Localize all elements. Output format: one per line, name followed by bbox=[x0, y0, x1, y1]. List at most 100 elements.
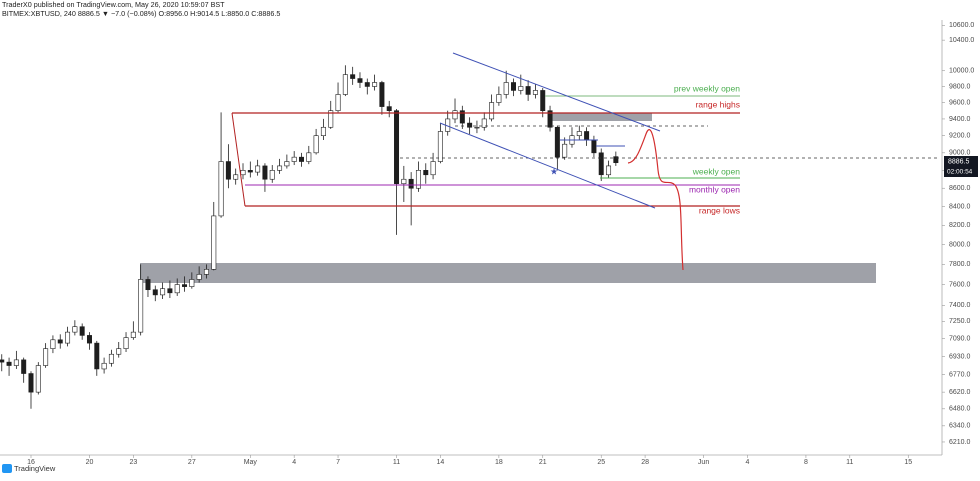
candle-body bbox=[379, 82, 385, 107]
logo-icon bbox=[2, 464, 12, 473]
y-tick-label: 7400.0 bbox=[949, 302, 971, 309]
y-tick-label: 10600.0 bbox=[949, 22, 974, 29]
candle-body bbox=[532, 90, 538, 95]
y-tick-label: 10400.0 bbox=[949, 37, 974, 44]
x-tick-label: 11 bbox=[846, 459, 853, 466]
y-tick-label: 8600.0 bbox=[949, 185, 971, 192]
candle-body bbox=[459, 110, 465, 124]
annotation: range lows bbox=[699, 205, 740, 215]
y-tick-label: 9800.0 bbox=[949, 83, 971, 90]
y-tick-label: 6480.0 bbox=[949, 406, 971, 413]
candle-body bbox=[79, 326, 85, 336]
candle-body bbox=[437, 131, 443, 162]
y-tick-label: 8000.0 bbox=[949, 241, 971, 248]
y-tick-label: 6210.0 bbox=[949, 439, 971, 446]
x-tick-label: 25 bbox=[597, 459, 605, 466]
y-tick-label: 6340.0 bbox=[949, 423, 971, 430]
candle-body bbox=[160, 288, 166, 296]
y-tick-label: 6620.0 bbox=[949, 389, 971, 396]
countdown: 02:00:54 bbox=[947, 169, 973, 176]
candle-body bbox=[591, 139, 597, 154]
x-tick-label: 16 bbox=[27, 459, 35, 466]
resistance-zone bbox=[548, 113, 652, 121]
candle-body bbox=[415, 170, 421, 189]
candle-body bbox=[364, 82, 370, 87]
x-tick-label: 18 bbox=[495, 459, 503, 466]
axes: 10600.0 10400.0 10000.0 9800.0 9600.0 9400.0 9… bbox=[27, 22, 974, 466]
x-tick-label: Jun bbox=[698, 459, 709, 466]
drawings: ★ prev weekly open range highs weekly op… bbox=[231, 52, 938, 271]
candle-body bbox=[430, 161, 436, 176]
x-tick-label: May bbox=[244, 459, 258, 466]
candle-body bbox=[518, 86, 524, 91]
candle-body bbox=[467, 122, 473, 128]
candle-body bbox=[262, 165, 268, 180]
candle-body bbox=[357, 78, 363, 83]
candle-body bbox=[394, 110, 400, 185]
candle-body bbox=[21, 359, 27, 374]
y-tick-label: 7800.0 bbox=[949, 261, 971, 268]
header-bg bbox=[0, 0, 980, 20]
x-tick-label: 15 bbox=[904, 459, 912, 466]
x-tick-label: 20 bbox=[86, 459, 94, 466]
x-tick-label: 21 bbox=[539, 459, 547, 466]
candle-body bbox=[72, 326, 78, 333]
y-tick-label: 7600.0 bbox=[949, 281, 971, 288]
candle-body bbox=[525, 86, 531, 95]
x-tick-label: 27 bbox=[188, 459, 196, 466]
candle-body bbox=[481, 118, 487, 128]
logo: TradingView bbox=[14, 464, 56, 473]
x-tick-label: 23 bbox=[129, 459, 137, 466]
candle-body bbox=[225, 161, 231, 180]
y-tick-label: 6770.0 bbox=[949, 372, 971, 379]
candle-body bbox=[35, 365, 41, 393]
y-tick-label: 9200.0 bbox=[949, 133, 971, 140]
candle-body bbox=[50, 339, 56, 349]
channel-bottom bbox=[439, 122, 656, 209]
support-zone bbox=[140, 263, 876, 283]
candle-body bbox=[130, 331, 136, 338]
y-tick-label: 9000.0 bbox=[949, 150, 971, 157]
candle-body bbox=[576, 131, 582, 136]
candle-body bbox=[108, 353, 114, 364]
candle-body bbox=[138, 279, 144, 333]
annotation: monthly open bbox=[689, 184, 740, 194]
candle-body bbox=[386, 106, 392, 111]
candle-body bbox=[277, 165, 283, 171]
y-tick-label: 7250.0 bbox=[949, 318, 971, 325]
candle-body bbox=[335, 94, 341, 111]
x-tick-label: 4 bbox=[292, 459, 296, 466]
candle-body bbox=[247, 170, 253, 173]
candle-body bbox=[584, 131, 590, 141]
price-tag-box bbox=[944, 156, 978, 167]
candle-body bbox=[13, 359, 19, 366]
candle-body bbox=[408, 178, 414, 189]
candle-body bbox=[57, 339, 63, 344]
channel-top bbox=[452, 52, 661, 132]
candle-body bbox=[43, 348, 49, 366]
candle-body bbox=[598, 152, 604, 176]
x-tick-label: 11 bbox=[393, 459, 400, 466]
symbol-line: BITMEX:XBTUSD, 240 8886.5 ▼ −7.0 (−0.08%… bbox=[2, 9, 280, 18]
candle-body bbox=[196, 274, 202, 280]
candle-body bbox=[511, 82, 516, 91]
candle-body bbox=[452, 110, 458, 120]
candle-body bbox=[203, 269, 209, 275]
x-tick-label: 7 bbox=[336, 459, 340, 466]
candle-body bbox=[284, 161, 290, 167]
drawings-back bbox=[140, 113, 876, 283]
candles bbox=[0, 65, 619, 409]
x-tick-label: 14 bbox=[436, 459, 444, 466]
candle-body bbox=[320, 126, 326, 136]
y-tick-label: 9400.0 bbox=[949, 116, 971, 123]
candle-body bbox=[423, 170, 429, 176]
candle-body bbox=[6, 361, 12, 366]
candle-body bbox=[489, 102, 495, 120]
candle-body bbox=[372, 82, 378, 87]
marker-star: ★ bbox=[550, 166, 558, 176]
candle-body bbox=[255, 165, 261, 173]
candle-body bbox=[503, 82, 509, 95]
x-tick-label: 4 bbox=[745, 459, 749, 466]
